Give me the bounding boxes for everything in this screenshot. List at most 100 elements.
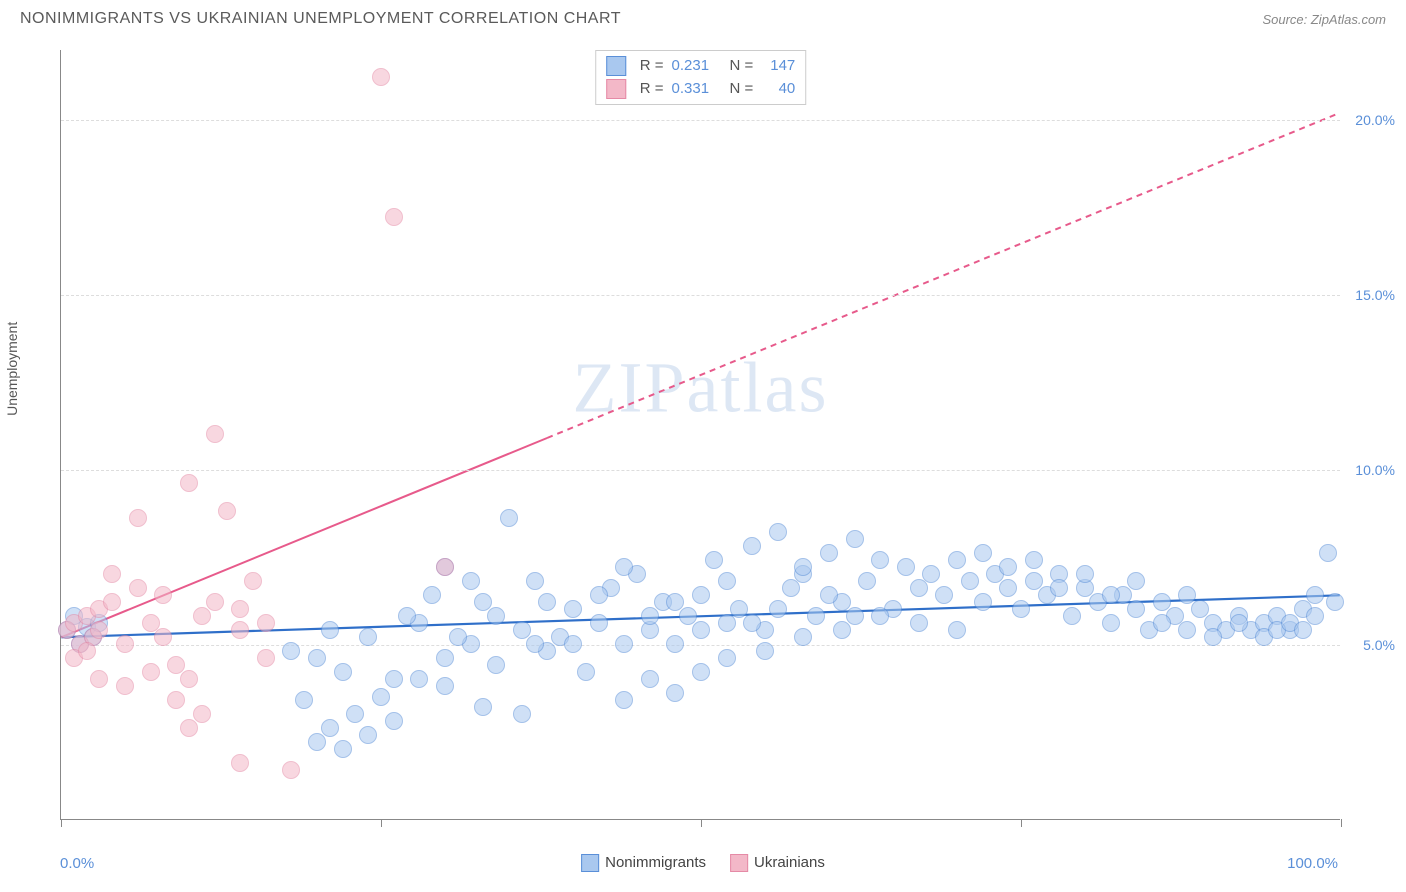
data-point xyxy=(692,663,710,681)
data-point xyxy=(705,551,723,569)
data-point xyxy=(1204,628,1222,646)
data-point xyxy=(1127,572,1145,590)
data-point xyxy=(526,572,544,590)
data-point xyxy=(846,530,864,548)
data-point xyxy=(308,649,326,667)
gridline-h xyxy=(61,295,1340,296)
stat-r-label: R = xyxy=(640,78,664,101)
chart-container: Unemployment ZIPatlas R =0.231N =147R =0… xyxy=(20,40,1386,870)
data-point xyxy=(641,670,659,688)
x-tick xyxy=(1341,819,1342,827)
data-point xyxy=(1153,614,1171,632)
data-point xyxy=(590,586,608,604)
data-point xyxy=(794,628,812,646)
data-point xyxy=(820,544,838,562)
data-point xyxy=(385,712,403,730)
data-point xyxy=(666,684,684,702)
watermark: ZIPatlas xyxy=(573,347,829,430)
data-point xyxy=(820,586,838,604)
data-point xyxy=(487,656,505,674)
data-point xyxy=(833,621,851,639)
x-axis-min-label: 0.0% xyxy=(60,855,94,872)
data-point xyxy=(346,705,364,723)
data-point xyxy=(743,614,761,632)
data-point xyxy=(1102,586,1120,604)
data-point xyxy=(436,649,454,667)
data-point xyxy=(564,635,582,653)
series-legend: Nonimmigrants Ukrainians xyxy=(581,854,825,872)
data-point xyxy=(1076,565,1094,583)
data-point xyxy=(692,621,710,639)
data-point xyxy=(922,565,940,583)
data-point xyxy=(666,593,684,611)
data-point xyxy=(206,425,224,443)
data-point xyxy=(180,719,198,737)
data-point xyxy=(999,579,1017,597)
data-point xyxy=(1294,621,1312,639)
data-point xyxy=(910,614,928,632)
data-point xyxy=(1050,579,1068,597)
data-point xyxy=(666,635,684,653)
stat-r-value: 0.231 xyxy=(672,55,722,78)
legend-swatch xyxy=(730,854,748,872)
data-point xyxy=(359,628,377,646)
data-point xyxy=(398,607,416,625)
legend-item: Nonimmigrants xyxy=(581,854,706,872)
data-point xyxy=(116,677,134,695)
data-point xyxy=(935,586,953,604)
data-point xyxy=(871,551,889,569)
data-point xyxy=(116,635,134,653)
data-point xyxy=(78,642,96,660)
data-point xyxy=(90,670,108,688)
data-point xyxy=(807,607,825,625)
data-point xyxy=(103,593,121,611)
data-point xyxy=(718,614,736,632)
data-point xyxy=(487,607,505,625)
x-tick xyxy=(701,819,702,827)
data-point xyxy=(1012,600,1030,618)
gridline-h xyxy=(61,470,1340,471)
data-point xyxy=(410,670,428,688)
data-point xyxy=(295,691,313,709)
stat-n-value: 40 xyxy=(761,78,795,101)
data-point xyxy=(103,565,121,583)
data-point xyxy=(231,600,249,618)
data-point xyxy=(385,670,403,688)
data-point xyxy=(871,607,889,625)
gridline-h xyxy=(61,645,1340,646)
data-point xyxy=(423,586,441,604)
data-point xyxy=(718,572,736,590)
data-point xyxy=(282,642,300,660)
data-point xyxy=(794,558,812,576)
data-point xyxy=(257,614,275,632)
data-point xyxy=(154,586,172,604)
data-point xyxy=(1063,607,1081,625)
data-point xyxy=(180,474,198,492)
y-tick-label: 5.0% xyxy=(1345,637,1395,653)
data-point xyxy=(1178,621,1196,639)
data-point xyxy=(231,621,249,639)
data-point xyxy=(206,593,224,611)
source-attribution: Source: ZipAtlas.com xyxy=(1262,12,1386,27)
x-tick xyxy=(1021,819,1022,827)
gridline-h xyxy=(61,120,1340,121)
data-point xyxy=(474,698,492,716)
data-point xyxy=(142,663,160,681)
data-point xyxy=(846,607,864,625)
stats-row: R =0.331N =40 xyxy=(606,78,796,101)
stats-row: R =0.231N =147 xyxy=(606,55,796,78)
data-point xyxy=(129,579,147,597)
data-point xyxy=(615,558,633,576)
data-point xyxy=(321,621,339,639)
data-point xyxy=(1230,614,1248,632)
data-point xyxy=(756,642,774,660)
data-point xyxy=(1326,593,1344,611)
data-point xyxy=(334,663,352,681)
legend-item: Ukrainians xyxy=(730,854,825,872)
data-point xyxy=(193,607,211,625)
data-point xyxy=(1102,614,1120,632)
legend-swatch xyxy=(581,854,599,872)
data-point xyxy=(590,614,608,632)
data-point xyxy=(692,586,710,604)
data-point xyxy=(1127,600,1145,618)
